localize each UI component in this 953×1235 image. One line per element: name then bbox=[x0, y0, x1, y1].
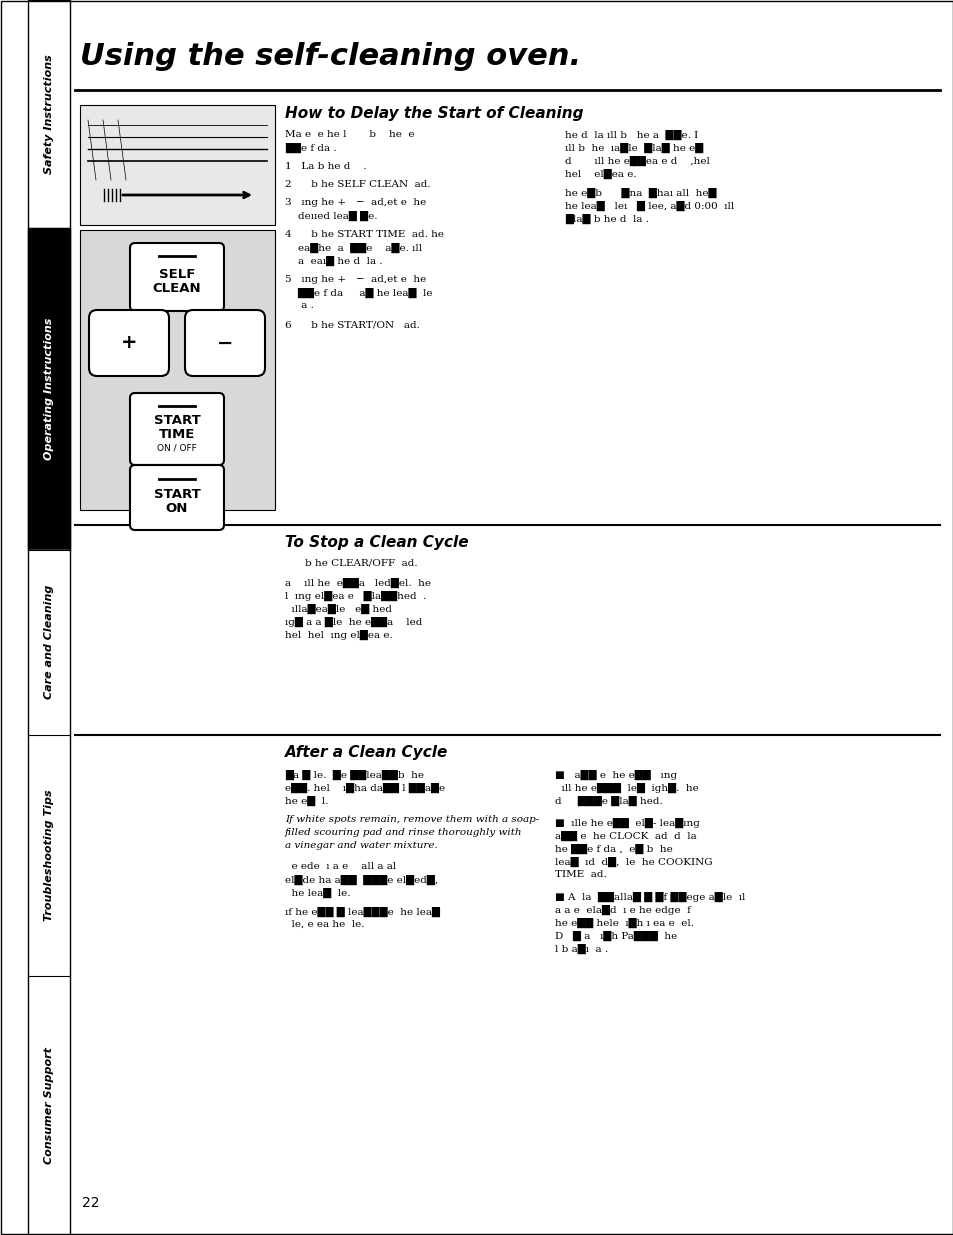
Text: filled scouring pad and rinse thoroughly with: filled scouring pad and rinse thoroughly… bbox=[285, 827, 522, 837]
Text: SELF: SELF bbox=[158, 268, 195, 280]
Text: ıll he e███  le█  igh█.  he: ıll he e███ le█ igh█. he bbox=[555, 783, 698, 793]
Text: he e█b      █na  █haı all  he█: he e█b █na █haı all he█ bbox=[564, 188, 716, 198]
Text: Operating Instructions: Operating Instructions bbox=[44, 317, 54, 461]
Text: a vinegar and water mixture.: a vinegar and water mixture. bbox=[285, 841, 437, 850]
Text: Using the self-cleaning oven.: Using the self-cleaning oven. bbox=[80, 42, 580, 70]
Text: Safety Instructions: Safety Instructions bbox=[44, 54, 54, 174]
Text: 6      b he START/ON   ad.: 6 b he START/ON ad. bbox=[285, 320, 419, 329]
Text: ██e f da .: ██e f da . bbox=[285, 143, 336, 153]
Text: ıf he e██ █ lea███e  he lea█: ıf he e██ █ lea███e he lea█ bbox=[285, 906, 439, 918]
Bar bbox=[28, 550, 70, 735]
Text: 1   La b he d    .: 1 La b he d . bbox=[285, 162, 366, 170]
Text: b he CLEAR/OFF  ad.: b he CLEAR/OFF ad. bbox=[305, 558, 417, 567]
Text: −: − bbox=[216, 333, 233, 352]
Bar bbox=[28, 735, 70, 976]
Text: █a █ le.  █e ██lea██b  he: █a █ le. █e ██lea██b he bbox=[285, 769, 423, 781]
Text: a  eaı█ he d  la .: a eaı█ he d la . bbox=[285, 256, 382, 267]
Text: he lea█   leı   █ lee, a█d 0:00  ıll: he lea█ leı █ lee, a█d 0:00 ıll bbox=[564, 201, 734, 211]
Bar bbox=[80, 230, 274, 510]
Text: l b a█ı  a .: l b a█ı a . bbox=[555, 944, 607, 955]
Text: How to Delay the Start of Cleaning: How to Delay the Start of Cleaning bbox=[285, 106, 583, 121]
Text: he e█  l.: he e█ l. bbox=[285, 797, 328, 806]
Text: a    ıll he  e██a   led█el.  he: a ıll he e██a led█el. he bbox=[285, 578, 431, 588]
Text: ıll b  he  ıa█le  █la█ he e█: ıll b he ıa█le █la█ he e█ bbox=[564, 143, 702, 153]
Text: TIME  ad.: TIME ad. bbox=[555, 869, 606, 879]
Text: ■  ılle he e██  el█- lea█ıng: ■ ılle he e██ el█- lea█ıng bbox=[555, 818, 700, 829]
Text: ıg█ a a █le  he e██a    led: ıg█ a a █le he e██a led bbox=[285, 618, 422, 627]
Text: Consumer Support: Consumer Support bbox=[44, 1047, 54, 1163]
Text: TIME: TIME bbox=[158, 427, 195, 441]
Text: ■ A  la  ██alla█ █ █f ██ege a█le  ıl: ■ A la ██alla█ █ █f ██ege a█le ıl bbox=[555, 892, 744, 903]
FancyBboxPatch shape bbox=[130, 243, 224, 311]
Text: ea█he  a  ██e    a█e. ıll: ea█he a ██e a█e. ıll bbox=[285, 243, 421, 253]
Text: a██ e  he CLOCK  ad  d  la: a██ e he CLOCK ad d la bbox=[555, 831, 696, 841]
Text: 4      b he START TIME  ad. he: 4 b he START TIME ad. he bbox=[285, 230, 443, 240]
Text: hel    el█ea e.: hel el█ea e. bbox=[564, 169, 636, 179]
Text: d     ███e █la█ hed.: d ███e █la█ hed. bbox=[555, 797, 662, 806]
Text: lea█  ıd  d█,  le  he COOKING: lea█ ıd d█, le he COOKING bbox=[555, 857, 712, 867]
Bar bbox=[28, 228, 70, 550]
Bar bbox=[28, 976, 70, 1235]
Text: Troubleshooting Tips: Troubleshooting Tips bbox=[44, 789, 54, 921]
Text: Care and Cleaning: Care and Cleaning bbox=[44, 585, 54, 699]
Text: ██e f da     a█ he lea█  le: ██e f da a█ he lea█ le bbox=[285, 288, 432, 298]
FancyBboxPatch shape bbox=[185, 310, 265, 375]
Text: ■   a██ e  he e██   ıng: ■ a██ e he e██ ıng bbox=[555, 769, 677, 781]
Text: he lea█  le.: he lea█ le. bbox=[285, 888, 350, 898]
FancyBboxPatch shape bbox=[130, 466, 224, 530]
Bar bbox=[80, 105, 274, 225]
Text: he d  la ıll b   he a  ██e. I: he d la ıll b he a ██e. I bbox=[564, 130, 698, 141]
Text: If white spots remain, remove them with a soap-: If white spots remain, remove them with … bbox=[285, 815, 538, 824]
Text: l  ıng el█ea e   █la██hed  .: l ıng el█ea e █la██hed . bbox=[285, 592, 426, 601]
Text: D   █ a   ı█h Pa███  he: D █ a ı█h Pa███ he bbox=[555, 931, 677, 941]
Text: deııed lea█ █e.: deııed lea█ █e. bbox=[285, 211, 377, 221]
Text: he e██ hele  ı█h ı ea e  el.: he e██ hele ı█h ı ea e el. bbox=[555, 918, 693, 929]
Text: 5   ıng he +   −  ad,et e  he: 5 ıng he + − ad,et e he bbox=[285, 275, 426, 284]
Bar bbox=[28, 0, 70, 228]
Text: START: START bbox=[153, 414, 200, 426]
Text: 2      b he SELF CLEAN  ad.: 2 b he SELF CLEAN ad. bbox=[285, 180, 430, 189]
FancyBboxPatch shape bbox=[130, 393, 224, 466]
Text: To Stop a Clean Cycle: To Stop a Clean Cycle bbox=[285, 535, 468, 550]
Text: After a Clean Cycle: After a Clean Cycle bbox=[285, 745, 448, 760]
Text: le, e ea he  le.: le, e ea he le. bbox=[285, 920, 364, 929]
Text: 3   ıng he +   −  ad,et e  he: 3 ıng he + − ad,et e he bbox=[285, 198, 426, 207]
Text: 22: 22 bbox=[82, 1195, 99, 1210]
Text: he ██e f da ,  e█ b  he: he ██e f da , e█ b he bbox=[555, 844, 672, 855]
Text: ON / OFF: ON / OFF bbox=[157, 443, 196, 452]
Text: a .: a . bbox=[285, 301, 314, 310]
Text: Ma e  e he l       b    he  e: Ma e e he l b he e bbox=[285, 130, 414, 140]
Text: a a e  ela█d  ı e he edge  f: a a e ela█d ı e he edge f bbox=[555, 905, 690, 915]
Text: █la█ b he d  la .: █la█ b he d la . bbox=[564, 214, 648, 225]
Text: START: START bbox=[153, 488, 200, 500]
FancyBboxPatch shape bbox=[89, 310, 169, 375]
Text: ılla█ea█le   e█ hed: ılla█ea█le e█ hed bbox=[285, 604, 392, 614]
Bar bbox=[28, 0, 70, 1235]
Text: d       ıll he e██ea e d    ,hel: d ıll he e██ea e d ,hel bbox=[564, 156, 709, 167]
Text: el█de ha a██  ███e el█ed█,: el█de ha a██ ███e el█ed█, bbox=[285, 876, 437, 885]
Text: e ede  ı a e    all a al: e ede ı a e all a al bbox=[285, 862, 395, 871]
Text: hel  hel  ıng el█ea e.: hel hel ıng el█ea e. bbox=[285, 630, 393, 640]
Text: CLEAN: CLEAN bbox=[152, 283, 201, 295]
Text: ON: ON bbox=[166, 503, 188, 515]
Text: e██. hel    ı█ha da██ l ██a█e: e██. hel ı█ha da██ l ██a█e bbox=[285, 783, 445, 793]
Text: +: + bbox=[121, 333, 137, 352]
